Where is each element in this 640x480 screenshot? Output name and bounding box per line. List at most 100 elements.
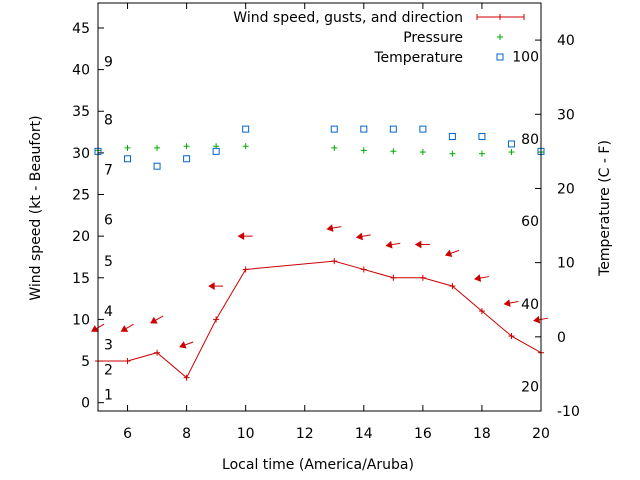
beaufort-label: 7 — [104, 163, 113, 179]
wind-speed-point — [478, 308, 485, 315]
legend-label: Wind speed, gusts, and direction — [233, 10, 463, 26]
arrow-head — [208, 282, 215, 290]
wind-speed-point — [360, 266, 367, 273]
fahrenheit-label: 60 — [521, 214, 539, 230]
beaufort-label: 9 — [104, 54, 113, 70]
temperature-point — [330, 125, 338, 133]
arrow-head — [414, 240, 422, 249]
y-tick-label-left: 0 — [81, 396, 90, 412]
legend-swatch-wind-marker — [497, 14, 503, 20]
y-tick-label-left: 20 — [72, 229, 90, 245]
wind-direction-arrow — [414, 240, 430, 249]
x-axis-label: Local time (America/Aruba) — [222, 457, 414, 473]
y-tick-label-right: 10 — [557, 256, 575, 272]
temperature-point — [212, 147, 220, 155]
x-tick-label: 8 — [182, 426, 191, 442]
temperature-point — [242, 125, 250, 133]
legend-swatch-temperature — [496, 53, 504, 61]
wind-speed-point — [183, 374, 190, 381]
temperature-point — [183, 155, 191, 163]
x-tick-label: 20 — [532, 426, 550, 442]
y-tick-label-left: 35 — [72, 104, 90, 120]
wind-speed-line — [98, 260, 542, 379]
wind-direction-arrow — [385, 240, 401, 249]
temperature-point — [124, 155, 132, 163]
pressure-point — [124, 144, 131, 151]
legend-label: Pressure — [403, 30, 463, 46]
legend-label: Temperature — [373, 50, 463, 66]
plot-frame — [97, 2, 542, 412]
temperature-point — [478, 133, 486, 141]
y-tick-label-left: 10 — [72, 312, 90, 328]
y-tick-label-left: 15 — [72, 271, 90, 287]
fahrenheit-label: 80 — [521, 132, 539, 148]
fahrenheit-label: 100 — [512, 49, 539, 65]
arrow-head — [91, 325, 99, 332]
wind-direction-arrow — [150, 315, 164, 324]
y-tick-label-left: 5 — [81, 354, 90, 370]
arrow-head — [355, 232, 363, 241]
wind-direction-arrow — [237, 232, 253, 241]
arrow-head — [150, 316, 158, 324]
wind-direction-arrow — [326, 224, 342, 232]
legend-swatch-pressure — [497, 34, 503, 40]
temperature-point — [153, 162, 161, 170]
y-tick-label-right: -10 — [557, 404, 580, 420]
x-tick-label: 10 — [237, 426, 255, 442]
wind-speed-point — [124, 358, 131, 365]
beaufort-label: 1 — [104, 387, 113, 403]
y-tick-label-right: 40 — [557, 33, 575, 49]
arrow-head — [120, 325, 129, 332]
temperature-point — [389, 125, 397, 133]
wind-direction-arrow — [355, 232, 371, 241]
arrow-head — [503, 299, 511, 307]
arrow-head — [533, 315, 541, 324]
arrow-head — [237, 232, 245, 241]
wind-speed-point — [331, 258, 338, 265]
temperature-point — [419, 125, 427, 133]
x-tick-label: 16 — [414, 426, 432, 442]
beaufort-label: 2 — [104, 362, 113, 378]
fahrenheit-label: 20 — [521, 380, 539, 396]
beaufort-label: 8 — [104, 113, 113, 129]
temperature-point — [448, 133, 456, 141]
pressure-point — [449, 150, 456, 157]
wind-direction-arrow — [208, 282, 224, 290]
y-tick-label-left: 30 — [72, 146, 90, 162]
x-tick-label: 14 — [355, 426, 373, 442]
y-tick-label-left: 45 — [72, 21, 90, 37]
temperature-point — [507, 140, 515, 148]
pressure-point — [360, 147, 367, 154]
wind-direction-arrow — [179, 341, 194, 349]
arrow-head — [385, 240, 393, 249]
wind-speed-point — [508, 333, 515, 340]
y-tick-label-left: 40 — [72, 63, 90, 79]
wind-speed-point — [213, 316, 220, 323]
temperature-point — [360, 125, 368, 133]
wind-speed-point — [449, 283, 456, 290]
x-tick-label: 12 — [296, 426, 314, 442]
plot-layer: 6 8 10 12 14 16 18 20051015202530354045-1001020… — [72, 3, 580, 442]
x-tick-label: 6 — [123, 426, 132, 442]
wind-direction-arrow — [474, 274, 489, 282]
y-tick-label-right: 0 — [557, 330, 566, 346]
wind-direction-arrow — [444, 249, 460, 257]
y-axis-label-left: Wind speed (kt - Beaufort) — [28, 115, 44, 300]
arrow-head — [474, 274, 482, 282]
x-tick-label: 18 — [473, 426, 491, 442]
wind-direction-arrow — [503, 299, 519, 307]
y-tick-label-left: 25 — [72, 188, 90, 204]
wind-direction-arrow — [120, 323, 134, 332]
pressure-point — [154, 144, 161, 151]
arrow-head — [179, 341, 187, 349]
y-axis-label-right: Temperature (C - F) — [597, 140, 613, 277]
beaufort-label: 4 — [104, 304, 113, 320]
wind-speed-point — [242, 266, 249, 273]
pressure-point — [508, 149, 515, 156]
beaufort-label: 6 — [104, 212, 113, 228]
wind-speed-point — [419, 274, 426, 281]
pressure-point — [390, 148, 397, 155]
beaufort-label: 3 — [104, 337, 113, 353]
